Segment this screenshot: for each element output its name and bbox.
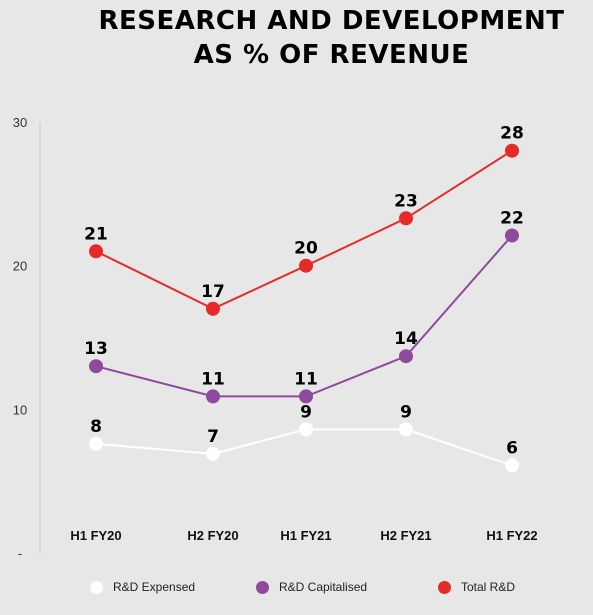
x-tick-label: H2 FY21 xyxy=(380,528,431,543)
data-point xyxy=(299,389,313,404)
y-tick-label: 10 xyxy=(13,402,27,417)
legend-item-total: Total R&D xyxy=(438,580,515,594)
data-point xyxy=(89,244,103,259)
data-label: 22 xyxy=(500,209,524,229)
data-point xyxy=(206,389,220,404)
x-tick-label: H1 FY21 xyxy=(280,528,331,543)
data-label: 14 xyxy=(394,329,418,349)
title-line-2: AS % OF REVENUE xyxy=(193,40,470,70)
legend-label-capitalised: R&D Capitalised xyxy=(279,580,368,594)
legend-item-capitalised: R&D Capitalised xyxy=(256,580,367,594)
x-tick-label: H1 FY20 xyxy=(70,528,121,543)
chart-title: RESEARCH AND DEVELOPMENT AS % OF REVENUE xyxy=(0,4,593,72)
data-point xyxy=(399,349,413,364)
x-tick-label: H1 FY22 xyxy=(486,528,537,543)
data-label: 23 xyxy=(394,191,418,211)
data-label: 8 xyxy=(90,417,102,437)
legend-label-expensed: R&D Expensed xyxy=(113,580,196,594)
legend-swatch-capitalised xyxy=(256,580,269,594)
y-tick-label: 30 xyxy=(13,115,27,130)
data-label: 28 xyxy=(500,124,524,144)
data-point xyxy=(505,228,519,243)
data-label: 17 xyxy=(201,282,225,302)
data-point xyxy=(505,143,519,158)
legend-swatch-total xyxy=(438,580,451,594)
data-point xyxy=(89,436,103,451)
legend-label-total: Total R&D xyxy=(461,580,516,594)
y-tick-label: - xyxy=(18,546,22,561)
data-label: 20 xyxy=(294,239,318,259)
data-point xyxy=(206,446,220,461)
data-point xyxy=(299,258,313,273)
data-label: 13 xyxy=(84,339,108,359)
legend-item-expensed: R&D Expensed xyxy=(90,580,195,594)
data-point xyxy=(505,458,519,473)
data-label: 6 xyxy=(506,438,518,458)
data-label: 21 xyxy=(84,224,108,244)
series-line xyxy=(95,149,513,310)
y-tick-label: 20 xyxy=(13,259,27,274)
data-label: 11 xyxy=(294,369,318,389)
data-point xyxy=(89,359,103,374)
data-label: 11 xyxy=(201,369,225,389)
data-point xyxy=(399,211,413,226)
data-label: 9 xyxy=(400,402,412,422)
data-point xyxy=(299,422,313,437)
x-tick-label: H2 FY20 xyxy=(187,528,238,543)
title-line-1: RESEARCH AND DEVELOPMENT xyxy=(98,6,565,36)
x-tick-labels: H1 FY20 H2 FY20 H1 FY21 H2 FY21 H1 FY22 xyxy=(70,528,537,543)
series-group: 8 7 9 9 6 13 11 11 14 22 21 17 20 23 28 xyxy=(84,124,524,473)
data-point xyxy=(399,422,413,437)
y-tick-labels: 30 20 10 - xyxy=(13,115,27,561)
data-point xyxy=(206,301,220,316)
data-label: 7 xyxy=(207,427,219,447)
data-label: 9 xyxy=(300,402,312,422)
legend: R&D Expensed R&D Capitalised Total R&D xyxy=(0,580,593,602)
legend-swatch-expensed xyxy=(90,580,103,594)
